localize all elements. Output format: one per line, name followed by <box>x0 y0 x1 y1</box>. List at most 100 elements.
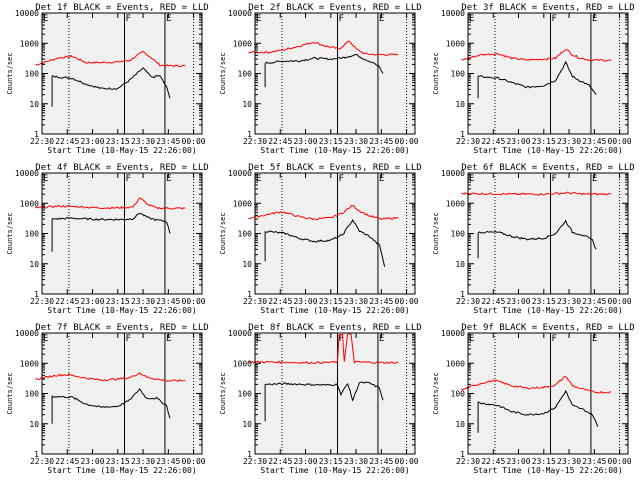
marker-label-f: F <box>552 174 557 184</box>
x-tick-label: 22:30 <box>30 137 54 146</box>
x-tick-label: 22:45 <box>55 297 79 306</box>
x-tick-label: 23:15 <box>532 297 556 306</box>
lld-series-line <box>461 375 612 394</box>
y-tick-label: 10 <box>29 420 39 429</box>
y-tick-label: 1 <box>460 290 465 299</box>
marker-label-e: E <box>592 174 597 184</box>
y-tick-label: 100 <box>451 230 466 239</box>
x-tick-label: 22:45 <box>268 457 292 466</box>
x-tick-label: 23:00 <box>506 457 530 466</box>
y-tick-label: 10000 <box>228 9 252 18</box>
marker-label-f: F <box>126 14 131 24</box>
y-axis-label: Counts/sec <box>219 372 227 414</box>
y-tick-label: 10000 <box>441 329 465 338</box>
plot-area <box>255 173 415 294</box>
y-tick-label: 1000 <box>233 359 252 368</box>
marker-label-e: E <box>379 334 384 344</box>
x-tick-label: 22:45 <box>481 137 505 146</box>
x-tick-label: 23:30 <box>344 297 368 306</box>
chart-title: Det 6f BLACK = Events, RED = LLD <box>461 163 634 173</box>
lld-series-line <box>35 50 186 68</box>
y-tick-label: 1 <box>247 130 252 139</box>
events-series-line <box>477 60 597 99</box>
y-tick-label: 10000 <box>15 329 39 338</box>
marker-label-f: F <box>552 334 557 344</box>
events-series-line <box>264 218 386 267</box>
x-axis-label: Start Time (10-May-15 22:26:00) <box>47 466 196 475</box>
y-axis-label: Counts/sec <box>432 52 440 94</box>
corner-marker-label: E <box>43 174 48 184</box>
x-tick-label: 00:00 <box>608 457 632 466</box>
y-tick-label: 1000 <box>446 199 465 208</box>
y-tick-label: 100 <box>451 390 466 399</box>
lld-series-line <box>461 49 612 62</box>
y-tick-label: 10 <box>455 260 465 269</box>
y-tick-label: 10000 <box>228 329 252 338</box>
events-series-line <box>477 389 599 433</box>
corner-marker-label: E <box>256 174 261 184</box>
x-tick-label: 23:45 <box>369 297 393 306</box>
x-tick-label: 23:45 <box>582 297 606 306</box>
x-tick-label: 23:30 <box>131 297 155 306</box>
y-tick-label: 1 <box>34 450 39 459</box>
x-tick-label: 23:00 <box>80 137 104 146</box>
plot-area <box>255 333 415 454</box>
x-tick-label: 23:15 <box>106 457 130 466</box>
y-tick-label: 1000 <box>233 199 252 208</box>
y-tick-label: 1 <box>34 290 39 299</box>
y-tick-label: 1000 <box>20 359 39 368</box>
y-tick-label: 100 <box>238 390 253 399</box>
events-series-line <box>264 381 384 422</box>
x-tick-label: 22:45 <box>268 137 292 146</box>
x-tick-label: 22:30 <box>243 457 267 466</box>
x-tick-label: 23:30 <box>344 457 368 466</box>
x-tick-label: 22:45 <box>481 297 505 306</box>
x-tick-label: 23:00 <box>80 457 104 466</box>
y-tick-label: 1000 <box>233 39 252 48</box>
x-axis-label: Start Time (10-May-15 22:26:00) <box>260 306 409 315</box>
events-series-line <box>51 67 171 107</box>
y-tick-label: 10000 <box>15 9 39 18</box>
y-tick-label: 10000 <box>228 169 252 178</box>
corner-marker-label: E <box>469 174 474 184</box>
x-tick-label: 23:00 <box>293 137 317 146</box>
marker-label-e: E <box>166 334 171 344</box>
x-tick-label: 23:00 <box>506 297 530 306</box>
y-tick-label: 1 <box>34 130 39 139</box>
x-tick-label: 00:00 <box>395 457 419 466</box>
marker-label-e: E <box>592 334 597 344</box>
x-tick-label: 00:00 <box>182 297 206 306</box>
x-tick-label: 22:45 <box>268 297 292 306</box>
lld-series-line <box>248 40 399 56</box>
x-tick-label: 23:15 <box>532 137 556 146</box>
x-tick-label: 00:00 <box>395 137 419 146</box>
plot-area <box>468 13 628 134</box>
corner-marker-label: E <box>43 334 48 344</box>
y-tick-label: 100 <box>238 230 253 239</box>
y-axis-label: Counts/sec <box>432 372 440 414</box>
y-tick-label: 100 <box>25 70 40 79</box>
x-axis-label: Start Time (10-May-15 22:26:00) <box>473 146 622 155</box>
x-tick-label: 22:45 <box>55 137 79 146</box>
corner-marker-label: E <box>469 334 474 344</box>
marker-label-f: F <box>339 14 344 24</box>
x-tick-label: 00:00 <box>395 297 419 306</box>
x-tick-label: 23:00 <box>80 297 104 306</box>
chart-title: Det 3f BLACK = Events, RED = LLD <box>461 3 634 13</box>
lld-series-line <box>35 197 186 210</box>
x-tick-label: 23:45 <box>156 457 180 466</box>
y-axis-label: Counts/sec <box>6 212 14 254</box>
y-tick-label: 1000 <box>20 39 39 48</box>
chart-title: Det 5f BLACK = Events, RED = LLD <box>248 163 421 173</box>
x-tick-label: 23:00 <box>293 457 317 466</box>
x-tick-label: 23:00 <box>293 297 317 306</box>
y-tick-label: 10000 <box>15 169 39 178</box>
marker-label-e: E <box>379 14 384 24</box>
x-tick-label: 22:30 <box>456 297 480 306</box>
x-tick-label: 23:30 <box>131 457 155 466</box>
chart-title: Det 4f BLACK = Events, RED = LLD <box>35 163 208 173</box>
